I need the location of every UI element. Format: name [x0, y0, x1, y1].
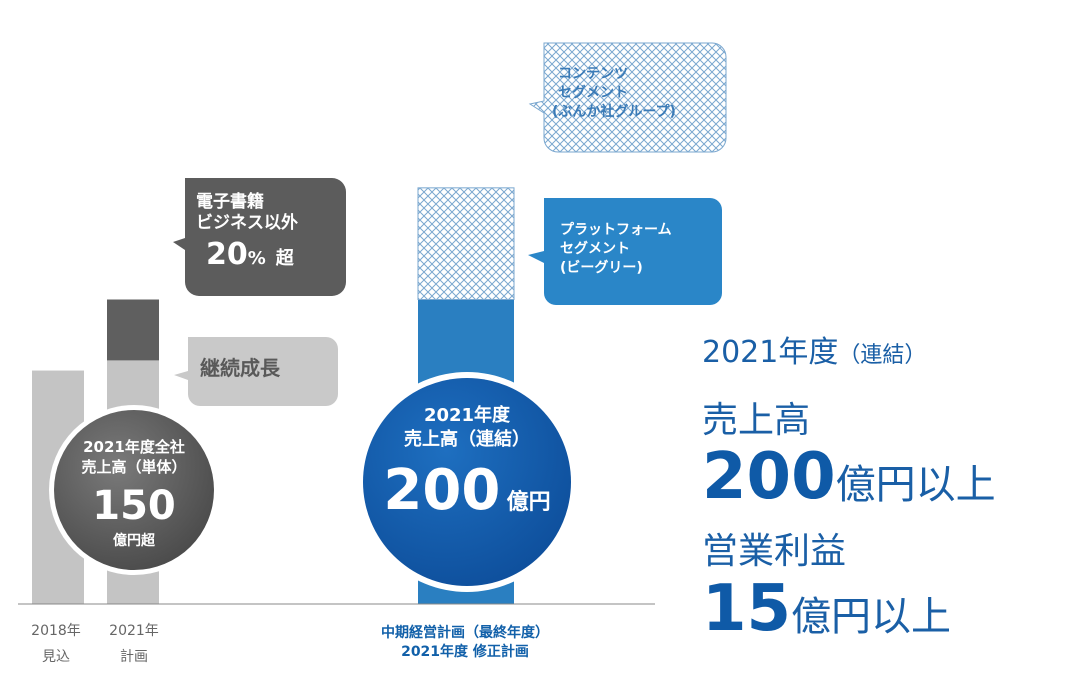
- content-callout-bubble: [528, 42, 727, 153]
- gray-circle: [54, 410, 214, 570]
- growth-callout-bubble: [174, 337, 338, 406]
- bar-content-2: [417, 187, 515, 301]
- blue-circle: [363, 378, 571, 586]
- gray-circle-text: 2021年度全社 売上高（単体） 150 億円超: [81, 438, 187, 549]
- summary-profit-label: 営業利益: [702, 531, 847, 572]
- platform-callout-text: プラットフォーム セグメント (ビーグリー): [560, 222, 672, 276]
- ebook-callout-text: 電子書籍 ビジネス以外 20% 超: [196, 192, 298, 272]
- summary-year: 2021年度（連結）: [702, 335, 927, 370]
- ebook-callout-bubble: [173, 178, 346, 296]
- x-label-midterm: 中期経営計画（最終年度） 2021年度 修正計画: [381, 625, 549, 660]
- summary-profit-value: 15億円以上: [702, 572, 952, 646]
- blue-circle-text: 2021年度 売上高（連結） 200 億円: [383, 405, 551, 523]
- x-label-2021: 2021年 計画: [109, 623, 159, 665]
- x-label-2018: 2018年 見込: [31, 623, 81, 665]
- content-callout-text: コンテンツ セグメント (ぶんか社グループ): [552, 66, 676, 120]
- summary-sales-label: 売上高: [702, 400, 811, 441]
- platform-callout-bubble: [528, 198, 722, 305]
- growth-callout-text: 継続成長: [200, 356, 280, 380]
- bar-gray-dark-1: [107, 299, 159, 361]
- summary-sales-value: 200億円以上: [702, 440, 996, 514]
